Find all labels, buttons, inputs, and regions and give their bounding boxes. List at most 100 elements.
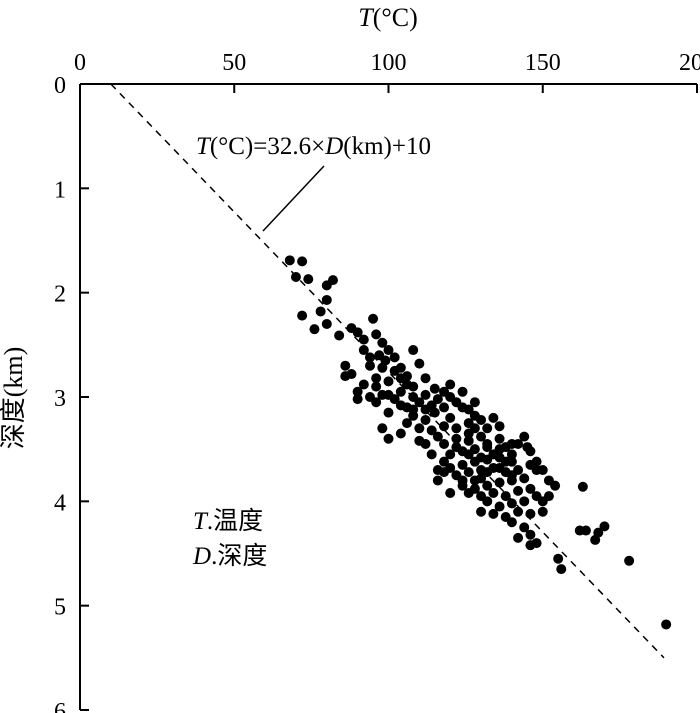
plot-area: 0 50 100 150 200 0 1 2 3 4 5 6 [54, 50, 700, 713]
data-point [426, 425, 437, 436]
data-point [383, 345, 394, 356]
data-point [364, 360, 375, 371]
x-tick-label: 50 [222, 50, 246, 76]
data-point [358, 334, 369, 345]
data-point [383, 389, 394, 400]
x-tick-label: 100 [371, 50, 407, 76]
data-point [525, 540, 536, 551]
data-point [506, 438, 517, 449]
data-point [439, 402, 450, 413]
data-point [476, 473, 487, 484]
data-point [290, 272, 301, 283]
data-point [377, 337, 388, 348]
data-point [494, 477, 505, 488]
data-point [429, 383, 440, 394]
data-point [537, 465, 548, 476]
data-point [506, 498, 517, 509]
data-point [494, 421, 505, 432]
data-point [426, 400, 437, 411]
data-point [395, 386, 406, 397]
data-point [482, 423, 493, 434]
data-point [377, 362, 388, 373]
data-point [590, 534, 601, 545]
data-point [327, 275, 338, 286]
data-point [476, 414, 487, 425]
data-point [420, 414, 431, 425]
data-point [439, 438, 450, 449]
data-point [395, 400, 406, 411]
data-point [383, 407, 394, 418]
data-point [432, 431, 443, 442]
data-point [457, 386, 468, 397]
data-point [476, 431, 487, 442]
data-point [488, 412, 499, 423]
x-axis-title: T(°C) [358, 3, 418, 32]
equation-label: T(°C)=32.6×D(km)+10 [196, 133, 431, 160]
data-point [463, 435, 474, 446]
data-point [364, 352, 375, 363]
data-point [580, 525, 591, 536]
equation-leader-line [262, 165, 325, 232]
data-point [482, 467, 493, 478]
data-point [451, 423, 462, 434]
data-point [297, 310, 308, 321]
data-point [519, 496, 530, 507]
data-point [513, 485, 524, 496]
data-point [395, 428, 406, 439]
data-point [577, 481, 588, 492]
y-tick-label: 5 [54, 595, 66, 621]
data-point [506, 449, 517, 460]
trend-line [110, 83, 665, 659]
data-point [445, 487, 456, 498]
note-depth: D.深度 [192, 542, 267, 570]
data-point [414, 423, 425, 434]
data-point [371, 329, 382, 340]
x-tick-label: 150 [525, 50, 561, 76]
data-point [537, 506, 548, 517]
data-point [389, 365, 400, 376]
data-point [340, 360, 351, 371]
data-point [389, 352, 400, 363]
data-point [420, 373, 431, 384]
y-ticks: 0 1 2 3 4 5 6 [54, 73, 89, 713]
data-point [500, 491, 511, 502]
y-tick-label: 2 [54, 282, 66, 308]
y-tick-label: 0 [54, 73, 66, 99]
data-point [426, 449, 437, 460]
data-point [494, 444, 505, 455]
data-point [368, 313, 379, 324]
data-point [383, 433, 394, 444]
data-point [315, 306, 326, 317]
data-point [457, 475, 468, 486]
data-point [482, 442, 493, 453]
data-point [352, 386, 363, 397]
data-point [402, 379, 413, 390]
data-point [414, 435, 425, 446]
data-point [506, 470, 517, 481]
data-point [358, 379, 369, 390]
data-point [500, 456, 511, 467]
y-tick-label: 4 [54, 490, 66, 516]
data-point [522, 442, 533, 453]
y-tick-label: 6 [54, 699, 66, 713]
data-point [371, 381, 382, 392]
data-point [556, 564, 567, 575]
data-point [469, 423, 480, 434]
data-point [432, 394, 443, 405]
data-points [284, 255, 672, 630]
data-point [519, 473, 530, 484]
data-point [519, 522, 530, 533]
data-point [513, 506, 524, 517]
data-point [482, 496, 493, 507]
data-point [463, 467, 474, 478]
data-point [488, 508, 499, 519]
data-point [321, 294, 332, 305]
note-temperature: T.温度 [193, 507, 263, 535]
data-point [395, 373, 406, 384]
data-point [553, 553, 564, 564]
data-point [432, 475, 443, 486]
data-point [352, 394, 363, 405]
y-tick-label: 1 [54, 177, 66, 203]
data-point [469, 397, 480, 408]
